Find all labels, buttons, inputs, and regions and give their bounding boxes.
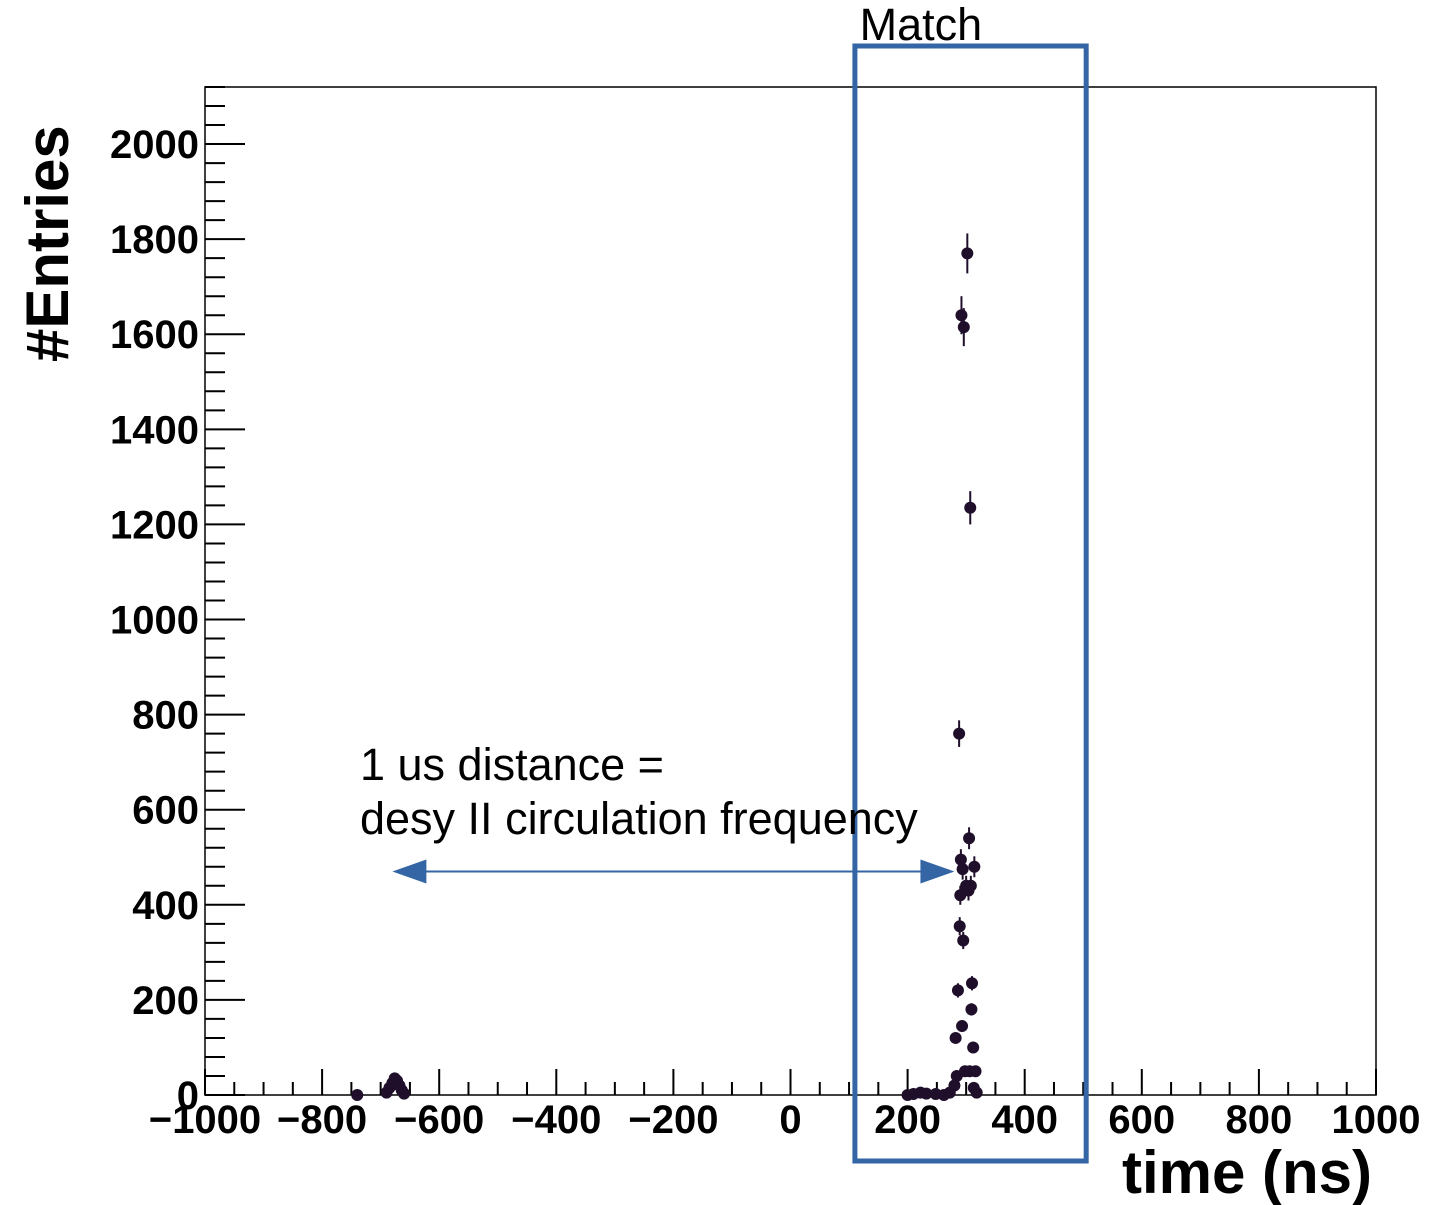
data-point [969, 1065, 982, 1078]
x-axis-ticks: −1000 −800 −600 −400 −200 0 200 400 600 800 1000 [149, 1069, 1421, 1142]
y-tick-label: 1000 [110, 599, 199, 643]
data-point [956, 863, 969, 876]
distance-annotation-line2: desy II circulation frequency [360, 793, 918, 844]
axes [204, 86, 1377, 1096]
x-tick-label: 200 [874, 1098, 941, 1142]
distance-annotation-line1: 1 us distance = [360, 739, 664, 790]
data-point [955, 309, 968, 322]
y-axis-ticks: 0 200 400 600 800 1000 1200 1400 1600 1800 2000 [110, 86, 245, 1118]
data-point [949, 1031, 962, 1044]
data-point [961, 247, 974, 260]
data-points [351, 233, 983, 1101]
data-point [956, 1020, 969, 1033]
x-tick-label: 0 [779, 1098, 801, 1142]
y-tick-label: 1600 [110, 313, 199, 357]
data-point [953, 727, 966, 740]
x-tick-label: −600 [394, 1098, 484, 1142]
distance-arrow-right-head [920, 859, 955, 884]
x-tick-label: 600 [1108, 1098, 1175, 1142]
x-tick-label: −1000 [149, 1098, 261, 1142]
x-axis-title: time (ns) [1122, 1139, 1372, 1205]
data-point [953, 920, 966, 933]
data-point [963, 832, 976, 845]
annotations: Match 1 us distance =desy II circulation … [360, 0, 1089, 1164]
data-point [964, 879, 977, 892]
y-tick-label: 2000 [110, 123, 199, 167]
y-tick-label: 600 [132, 789, 199, 833]
y-tick-label: 800 [132, 694, 199, 738]
data-point [957, 321, 970, 334]
y-tick-label: 1800 [110, 218, 199, 262]
y-tick-label: 1200 [110, 503, 199, 547]
y-tick-label: 400 [132, 884, 199, 928]
x-tick-label: 400 [991, 1098, 1058, 1142]
data-point [970, 1086, 983, 1099]
data-point [351, 1089, 364, 1101]
data-point [967, 1041, 980, 1054]
data-point [957, 934, 970, 947]
y-tick-label: 0 [177, 1074, 199, 1118]
y-tick-label: 200 [132, 979, 199, 1023]
distance-arrow-left-head [392, 859, 427, 884]
x-tick-label: −200 [628, 1098, 718, 1142]
match-label: Match [860, 0, 983, 50]
x-tick-label: 800 [1226, 1098, 1293, 1142]
y-axis-title: #Entries [14, 125, 81, 362]
data-point [964, 501, 977, 514]
data-point [948, 1079, 961, 1092]
x-tick-label: −400 [511, 1098, 601, 1142]
data-point [951, 984, 964, 997]
data-point [954, 853, 967, 866]
data-point [920, 1087, 933, 1100]
x-tick-label: 1000 [1332, 1098, 1421, 1142]
data-point [398, 1087, 411, 1100]
x-tick-label: −800 [277, 1098, 367, 1142]
plot-frame [204, 86, 1377, 1096]
y-tick-label: 1400 [110, 408, 199, 452]
data-point [968, 860, 981, 873]
match-box [852, 43, 1089, 1164]
data-point [965, 1003, 978, 1016]
data-point [966, 977, 979, 990]
